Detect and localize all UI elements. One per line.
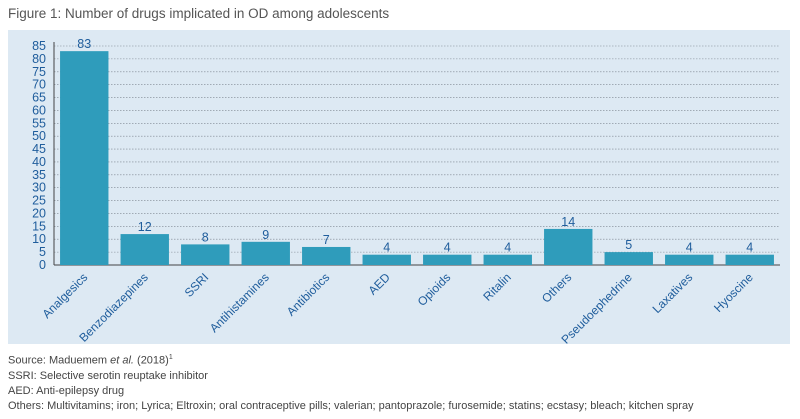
- bar: [362, 254, 411, 265]
- source-etal: et al.: [110, 354, 134, 367]
- x-tick-label: Others: [539, 270, 574, 305]
- data-label: 5: [625, 238, 632, 252]
- bar: [483, 254, 532, 265]
- y-tick-label: 45: [32, 142, 46, 156]
- data-label: 4: [686, 241, 693, 255]
- source-ref: 1: [168, 354, 173, 361]
- bar: [665, 254, 714, 265]
- source-prefix: Source: Maduemem: [8, 354, 111, 367]
- y-tick-label: 15: [32, 219, 46, 233]
- x-tick-label: AED: [366, 270, 394, 298]
- x-tick-label: Analgesics: [39, 270, 90, 321]
- y-tick-label: 50: [32, 129, 46, 143]
- data-label: 4: [444, 241, 451, 255]
- y-tick-label: 25: [32, 194, 46, 208]
- y-tick-label: 10: [32, 232, 46, 246]
- ssri-note: SSRI: Selective serotin reuptake inhibit…: [8, 369, 208, 382]
- y-tick-label: 65: [32, 91, 46, 105]
- x-tick-label: Opioids: [415, 270, 454, 309]
- bar: [241, 241, 290, 265]
- bar: [544, 228, 593, 265]
- data-label: 4: [504, 241, 511, 255]
- chart-area: 0 5 10 15 20 25 30 35 40 45 50 55 60 65 70 75 80 85 83 Anal…: [8, 30, 790, 344]
- y-tick-label: 5: [39, 245, 46, 259]
- figure-title: Figure 1: Number of drugs implicated in …: [8, 6, 390, 21]
- data-label: 9: [262, 228, 269, 242]
- x-tick-label: SSRI: [182, 270, 212, 300]
- bar: [181, 244, 230, 265]
- y-tick-label: 40: [32, 155, 46, 169]
- source-note: Source: Maduemem et al. (2018)1: [8, 350, 694, 369]
- y-tick-label: 70: [32, 78, 46, 92]
- data-label: 14: [561, 215, 575, 229]
- bar: [302, 246, 351, 265]
- bar: [120, 234, 169, 265]
- y-tick-label: 55: [32, 116, 46, 130]
- others-note: Others: Multivitamins; iron; Lyrica; Elt…: [8, 399, 694, 412]
- x-tick-label: Antibiotics: [284, 270, 333, 319]
- data-label: 8: [202, 230, 209, 244]
- y-tick-label: 80: [32, 52, 46, 66]
- bar: [725, 254, 774, 265]
- footnotes: Source: Maduemem et al. (2018)1 SSRI: Se…: [8, 350, 694, 414]
- bar: [604, 252, 653, 265]
- y-tick-label: 35: [32, 168, 46, 182]
- x-tick-label: Hyoscine: [711, 270, 756, 315]
- bar: [60, 51, 109, 265]
- data-label: 4: [383, 241, 390, 255]
- y-tick-label: 75: [32, 65, 46, 79]
- y-tick-label: 30: [32, 181, 46, 195]
- y-tick-label: 85: [32, 39, 46, 53]
- bar: [423, 254, 472, 265]
- aed-note: AED: Anti-epilepsy drug: [8, 384, 125, 397]
- x-tick-label: Laxatives: [650, 270, 696, 316]
- data-label: 12: [138, 220, 152, 234]
- x-tick-label: Antihistamines: [207, 270, 272, 335]
- source-year: (2018): [133, 354, 169, 367]
- data-label: 4: [746, 241, 753, 255]
- y-tick-label: 60: [32, 103, 46, 117]
- data-label: 83: [77, 37, 91, 51]
- y-tick-label: 0: [39, 258, 46, 272]
- y-tick-label: 20: [32, 206, 46, 220]
- x-tick-label: Ritalin: [480, 270, 513, 303]
- data-label: 7: [323, 233, 330, 247]
